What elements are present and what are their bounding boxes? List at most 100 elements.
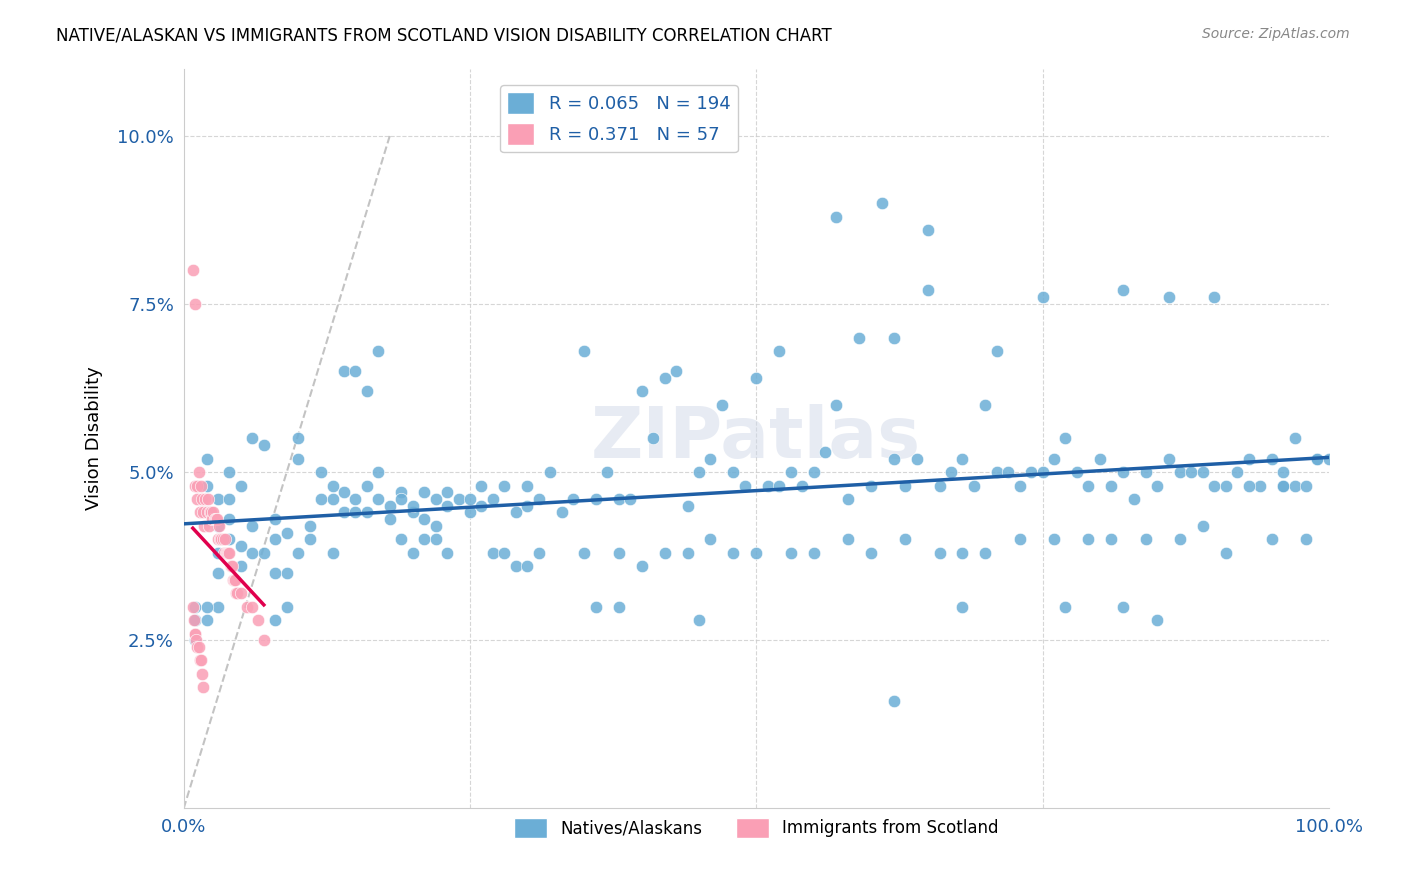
Point [654, 546, 676, 560]
Point [1306, 451, 1329, 466]
Point [222, 573, 245, 587]
Point [212, 546, 235, 560]
Point [226, 586, 249, 600]
Point [207, 533, 229, 547]
Point [1317, 451, 1340, 466]
Point [217, 546, 239, 560]
Point [218, 491, 240, 506]
Point [367, 465, 389, 479]
Point [333, 485, 356, 500]
Point [1112, 284, 1135, 298]
Point [184, 613, 207, 627]
Point [186, 633, 208, 648]
Point [191, 681, 214, 695]
Point [356, 506, 378, 520]
Point [436, 546, 458, 560]
Point [630, 559, 652, 574]
Point [287, 451, 309, 466]
Point [221, 559, 243, 574]
Point [550, 506, 572, 520]
Point [1135, 465, 1157, 479]
Point [187, 465, 209, 479]
Point [389, 485, 412, 500]
Point [482, 546, 505, 560]
Point [883, 694, 905, 708]
Point [356, 478, 378, 492]
Point [436, 499, 458, 513]
Point [322, 546, 344, 560]
Point [207, 566, 229, 580]
Point [997, 465, 1019, 479]
Point [402, 546, 425, 560]
Point [207, 546, 229, 560]
Point [619, 491, 641, 506]
Point [516, 499, 538, 513]
Point [917, 223, 939, 237]
Point [723, 546, 745, 560]
Point [190, 478, 212, 492]
Point [1088, 451, 1111, 466]
Point [229, 478, 252, 492]
Point [928, 546, 950, 560]
Point [298, 533, 321, 547]
Point [1260, 451, 1282, 466]
Point [470, 478, 492, 492]
Point [191, 506, 214, 520]
Point [883, 330, 905, 344]
Point [859, 478, 882, 492]
Point [1168, 465, 1191, 479]
Point [1180, 465, 1202, 479]
Legend: Natives/Alaskans, Immigrants from Scotland: Natives/Alaskans, Immigrants from Scotla… [508, 811, 1005, 845]
Point [222, 573, 245, 587]
Point [1066, 465, 1088, 479]
Point [425, 491, 447, 506]
Point [699, 451, 721, 466]
Point [974, 398, 997, 412]
Point [1284, 478, 1306, 492]
Point [219, 559, 242, 574]
Point [191, 491, 214, 506]
Point [607, 599, 630, 614]
Point [1146, 613, 1168, 627]
Point [218, 465, 240, 479]
Point [204, 512, 226, 526]
Point [184, 478, 207, 492]
Point [1272, 478, 1295, 492]
Point [470, 499, 492, 513]
Point [516, 559, 538, 574]
Point [1192, 519, 1215, 533]
Point [779, 546, 801, 560]
Point [676, 546, 699, 560]
Point [224, 573, 246, 587]
Point [309, 465, 332, 479]
Point [367, 344, 389, 359]
Point [186, 478, 208, 492]
Point [287, 432, 309, 446]
Point [436, 485, 458, 500]
Point [1204, 290, 1226, 304]
Point [654, 371, 676, 385]
Point [699, 533, 721, 547]
Point [1237, 451, 1260, 466]
Point [1032, 290, 1054, 304]
Point [229, 539, 252, 553]
Point [1112, 465, 1135, 479]
Point [1295, 478, 1317, 492]
Point [413, 512, 436, 526]
Point [207, 519, 229, 533]
Point [322, 478, 344, 492]
Point [825, 210, 848, 224]
Point [986, 344, 1008, 359]
Point [963, 478, 986, 492]
Point [859, 546, 882, 560]
Text: Source: ZipAtlas.com: Source: ZipAtlas.com [1202, 27, 1350, 41]
Point [253, 546, 276, 560]
Point [344, 491, 367, 506]
Point [607, 491, 630, 506]
Point [482, 491, 505, 506]
Point [630, 384, 652, 399]
Point [803, 546, 825, 560]
Point [837, 491, 859, 506]
Point [186, 491, 208, 506]
Point [1008, 478, 1031, 492]
